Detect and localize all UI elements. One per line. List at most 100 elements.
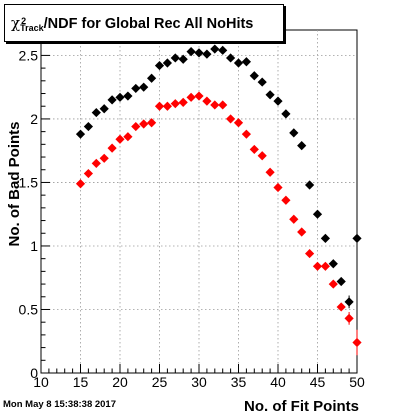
data-point-series-1	[186, 46, 196, 57]
data-point-series-2	[194, 91, 204, 101]
title-text: /NDF for Global Rec All NoHits	[43, 16, 254, 32]
data-point-series-1	[305, 180, 315, 190]
data-point-series-1	[344, 297, 354, 307]
data-point-series-2	[83, 168, 93, 179]
data-point-series-2	[328, 279, 338, 289]
data-point-series-1	[154, 60, 165, 71]
x-tick-label: 15	[73, 374, 89, 390]
x-tick-label: 20	[112, 374, 128, 390]
data-point-series-1	[241, 57, 251, 67]
data-point-series-2	[233, 118, 244, 128]
chart-title: χ2Track/NDF for Global Rec All NoHits	[11, 14, 254, 33]
chart-title-box: χ2Track/NDF for Global Rec All NoHits	[4, 4, 284, 42]
data-point-series-1	[328, 259, 338, 269]
x-tick-label: 30	[191, 374, 207, 390]
y-tick-label: 0.5	[19, 301, 39, 317]
data-point-series-1	[202, 49, 212, 59]
x-tick-label: 10	[33, 374, 49, 390]
x-tick-label: 45	[310, 374, 326, 390]
data-point-series-1	[107, 95, 117, 105]
data-point-series-1	[289, 128, 299, 138]
y-tick-label: 2.5	[19, 47, 39, 63]
data-point-series-2	[123, 132, 133, 142]
data-point-series-2	[186, 92, 196, 102]
data-point-series-2	[297, 227, 307, 237]
data-point-series-1	[91, 107, 101, 118]
data-point-series-1	[170, 53, 180, 63]
data-point-series-1	[336, 276, 346, 287]
y-tick-label: 1	[30, 238, 38, 254]
data-point-series-2	[289, 214, 299, 224]
data-point-series-2	[218, 100, 228, 110]
data-point-series-1	[123, 91, 133, 101]
data-point-series-2	[241, 129, 251, 139]
data-point-series-1	[257, 77, 267, 87]
data-point-series-1	[99, 104, 109, 114]
data-point-series-2	[281, 195, 291, 205]
title-superscript: 2	[21, 16, 27, 26]
x-tick-label: 40	[270, 374, 286, 390]
data-point-series-2	[162, 101, 172, 111]
data-point-series-2	[139, 119, 149, 129]
data-point-series-2	[273, 182, 283, 193]
data-point-series-1	[131, 83, 141, 94]
data-point-series-1	[178, 54, 188, 64]
data-point-series-2	[305, 248, 315, 259]
data-point-series-2	[91, 158, 101, 168]
grid-lines	[41, 30, 357, 373]
data-point-series-2	[265, 167, 275, 177]
data-point-series-2	[131, 121, 141, 132]
data-point-series-1	[312, 209, 323, 219]
data-point-series-1	[249, 71, 259, 81]
data-point-series-2	[107, 143, 117, 153]
data-point-series-1	[226, 53, 236, 63]
plot-frame	[40, 29, 358, 374]
data-point-series-2	[320, 261, 330, 271]
data-point-series-1	[218, 45, 228, 55]
data-point-series-2	[202, 96, 212, 106]
data-point-series-2	[226, 114, 236, 124]
data-point-series-1	[233, 58, 244, 68]
data-point-series-2	[75, 179, 86, 189]
axis-ticks	[40, 42, 358, 374]
y-tick-label: 2	[30, 111, 38, 127]
y-tick-label: 1.5	[19, 174, 39, 190]
data-point-series-2	[115, 134, 125, 144]
data-point-series-2	[154, 101, 165, 111]
data-point-series-1	[162, 58, 172, 68]
data-point-series-2	[249, 144, 259, 155]
data-point-series-1	[147, 73, 157, 83]
title-subscript: Track	[20, 23, 44, 33]
x-tick-label: 25	[152, 374, 168, 390]
data-point-series-1	[273, 96, 283, 106]
data-point-series-2	[178, 97, 188, 108]
title-chi-symbol: χ	[11, 14, 21, 32]
x-axis-label: No. of Fit Points	[244, 398, 359, 414]
y-axis-label: No. of Bad Points	[6, 122, 23, 247]
data-point-series-1	[281, 109, 291, 119]
data-point-series-1	[115, 92, 125, 102]
data-point-series-1	[139, 82, 149, 92]
data-point-series-2	[210, 100, 220, 110]
data-point-series-1	[75, 129, 86, 139]
data-point-series-1	[210, 44, 220, 54]
data-point-series-1	[265, 90, 275, 100]
data-point-series-2	[147, 118, 157, 128]
data-point-series-1	[352, 233, 362, 243]
data-point-series-2	[336, 302, 346, 312]
data-point-series-1	[194, 48, 204, 58]
data-point-series-2	[344, 313, 354, 323]
data-point-series-2	[352, 337, 362, 348]
data-point-series-1	[297, 141, 307, 151]
data-points	[75, 44, 362, 356]
data-point-series-2	[257, 151, 267, 161]
timestamp: Mon May 8 15:38:38 2017	[3, 399, 117, 410]
data-point-series-2	[99, 153, 109, 163]
x-tick-label: 35	[231, 374, 247, 390]
data-point-series-2	[170, 99, 180, 109]
data-point-series-1	[83, 121, 93, 132]
x-tick-label: 50	[349, 374, 365, 390]
tick-labels: 10 15 20 25 30 35 40 45 50 0 0.5 1 1.5 2 2.5	[19, 47, 365, 390]
y-tick-label: 0	[30, 365, 38, 381]
